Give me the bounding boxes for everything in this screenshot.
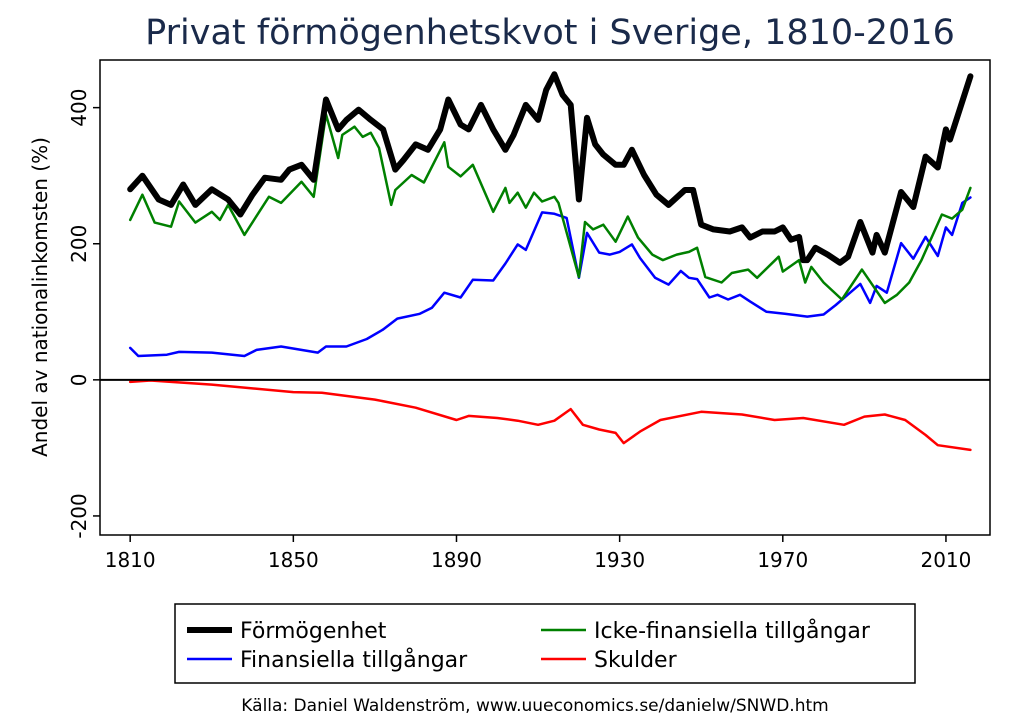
chart-title: Privat förmögenhetskvot i Sverige, 1810-… (145, 13, 955, 53)
legend-label-1: Icke-finansiella tillgångar (594, 618, 871, 644)
legend-box (174, 603, 916, 684)
legend-label-3: Skulder (594, 648, 678, 673)
y-tick-label: -200 (67, 493, 91, 538)
y-axis-label: Andel av nationalinkomsten (%) (28, 137, 52, 457)
y-tick-label: 400 (67, 89, 91, 127)
legend-label-0: Förmögenhet (240, 619, 387, 644)
x-tick-label: 1850 (268, 548, 319, 572)
source-note: Källa: Daniel Waldenström, www.uueconomi… (241, 696, 828, 716)
legend-label-2: Finansiella tillgångar (240, 647, 468, 673)
y-tick-label: 200 (67, 225, 91, 263)
plot-frame (99, 59, 991, 536)
legend: Förmögenhet Icke-finansiella tillgångar … (174, 603, 916, 684)
x-tick-label: 1890 (431, 548, 482, 572)
x-tick-label: 1930 (594, 548, 645, 572)
series-line-förmögenhet (127, 71, 974, 266)
series-line-icke-finansiella-tillgångar (128, 113, 972, 305)
y-tick-label: 0 (67, 373, 91, 386)
x-tick-label: 1810 (105, 548, 156, 572)
axes-layer: 1810 1850 1890 1930 1970 2010 -200 0 200 400 (67, 89, 990, 572)
series-line-skulder (128, 379, 972, 452)
series-line-finansiella-tillgångar (128, 196, 972, 358)
x-tick-label: 2010 (920, 548, 971, 572)
x-tick-label: 1970 (757, 548, 808, 572)
series-layer (127, 71, 974, 452)
